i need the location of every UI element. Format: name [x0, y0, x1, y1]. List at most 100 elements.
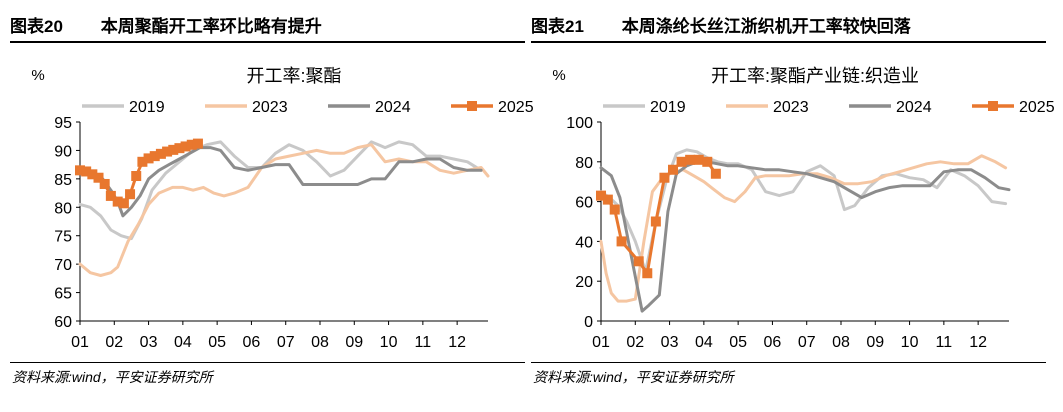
data-point-2025 [659, 172, 670, 183]
panel-caption: 图表20 本周聚酯开工率环比略有提升 [10, 14, 525, 40]
caption-rule [531, 41, 1046, 43]
data-point-2025 [180, 141, 191, 152]
series-line-2023 [599, 154, 1008, 303]
data-point-2025 [149, 151, 160, 162]
x-tick-label: 10 [901, 334, 919, 351]
source-rule [531, 362, 1046, 363]
x-tick-label: 06 [243, 334, 261, 351]
data-point-2025 [81, 166, 92, 177]
y-tick-label: 20 [575, 274, 593, 291]
x-tick-label: 12 [448, 334, 466, 351]
y-tick-label: 0 [584, 314, 593, 331]
data-point-2025 [693, 154, 704, 165]
chart-panel-right: 图表21 本周涤纶长丝江浙织机开工率较快回落 开工率:聚酯产业链:织造业% 201… [531, 0, 1055, 412]
x-tick-label: 11 [936, 334, 953, 351]
chart-title: 开工率:聚酯 [246, 66, 341, 86]
data-point-2025 [99, 178, 110, 189]
figure-number: 图表20 [10, 17, 63, 36]
data-point-2025 [87, 169, 98, 180]
legend-label-2023: 2023 [773, 99, 809, 116]
data-point-2025 [174, 143, 185, 154]
x-tick-label: 08 [311, 334, 329, 351]
x-tick-label: 01 [71, 334, 89, 351]
data-point-2025 [676, 156, 687, 167]
data-point-2025 [143, 153, 154, 164]
data-point-2025 [75, 165, 85, 176]
panel-caption: 图表21 本周涤纶长丝江浙织机开工率较快回落 [531, 14, 1046, 40]
figure-caption: 本周聚酯开工率环比略有提升 [100, 17, 322, 36]
legend-label-2024: 2024 [896, 99, 932, 116]
y-axis-unit: % [552, 67, 565, 84]
x-tick-label: 07 [798, 334, 816, 351]
y-tick-label: 60 [54, 314, 72, 331]
y-tick-label: 65 [54, 286, 72, 303]
data-point-2025 [192, 138, 203, 149]
x-tick-label: 07 [277, 334, 295, 351]
data-point-2025 [155, 148, 166, 159]
data-point-2025 [616, 236, 627, 247]
data-point-2025 [609, 204, 620, 215]
data-point-2025 [93, 172, 104, 183]
data-point-2025 [633, 256, 644, 267]
x-tick-label: 09 [866, 334, 884, 351]
legend-marker-2025 [988, 101, 998, 111]
data-point-2025 [168, 144, 179, 155]
x-tick-label: 02 [626, 334, 644, 351]
data-point-2025 [702, 156, 713, 167]
data-point-2025 [668, 164, 678, 175]
y-tick-label: 40 [575, 234, 593, 251]
y-tick-label: 70 [54, 257, 72, 274]
y-tick-label: 60 [575, 195, 593, 212]
series-line-2019 [599, 148, 1008, 273]
y-tick-label: 80 [54, 200, 72, 217]
x-tick-label: 10 [380, 334, 398, 351]
data-point-2025 [125, 189, 136, 200]
line-chart-polyester: 开工率:聚酯% 2019 2023 2024 2025 60 65 70 75 80 85 90 95 0… [31, 66, 533, 351]
x-tick-label: 11 [415, 334, 432, 351]
data-point-2025 [685, 154, 696, 165]
x-tick-label: 03 [140, 334, 158, 351]
data-point-2025 [596, 190, 606, 201]
line-chart-weaving: 开工率:聚酯产业链:织造业%2019 2023 2024 20250204060801… [552, 66, 1054, 351]
legend-label-2025: 2025 [1019, 99, 1055, 116]
x-tick-label: 01 [592, 334, 610, 351]
y-tick-label: 80 [575, 155, 593, 172]
figure-number: 图表21 [531, 17, 584, 36]
data-point-2025 [131, 171, 142, 182]
data-point-2025 [112, 196, 123, 207]
data-point-2025 [602, 194, 613, 205]
y-tick-label: 85 [54, 172, 72, 189]
x-tick-label: 03 [661, 334, 679, 351]
x-tick-label: 06 [764, 334, 782, 351]
data-point-2025 [642, 268, 653, 279]
legend-label-2019: 2019 [650, 99, 686, 116]
legend-label-2025: 2025 [498, 99, 534, 116]
data-point-2025 [105, 190, 116, 201]
caption-rule [10, 41, 525, 43]
source-note: 资料来源:wind，平安证券研究所 [533, 369, 734, 385]
legend-label-2019: 2019 [129, 99, 165, 116]
data-point-2025 [710, 168, 721, 179]
x-tick-label: 08 [832, 334, 850, 351]
y-tick-label: 75 [54, 229, 72, 246]
chart-title: 开工率:聚酯产业链:织造业 [711, 66, 919, 86]
data-point-2025 [162, 146, 173, 157]
legend-label-2024: 2024 [375, 99, 411, 116]
series-line-2024 [78, 146, 483, 218]
y-axis-unit: % [31, 67, 44, 84]
y-tick-label: 100 [566, 115, 593, 132]
data-point-2025 [118, 198, 129, 209]
y-tick-label: 90 [54, 143, 72, 160]
series-line-2024 [599, 160, 1011, 313]
figure-caption: 本周涤纶长丝江浙织机开工率较快回落 [621, 17, 911, 36]
x-tick-label: 02 [105, 334, 123, 351]
legend-marker-2025 [467, 101, 477, 111]
x-tick-label: 09 [345, 334, 363, 351]
chart-panel-left: 图表20 本周聚酯开工率环比略有提升 开工率:聚酯% 2019 2023 2024 20… [10, 0, 534, 412]
x-tick-label: 05 [208, 334, 226, 351]
source-rule [10, 362, 525, 363]
x-tick-label: 04 [695, 334, 713, 351]
source-note: 资料来源:wind，平安证券研究所 [12, 369, 213, 385]
x-tick-label: 04 [174, 334, 192, 351]
legend-label-2023: 2023 [252, 99, 288, 116]
